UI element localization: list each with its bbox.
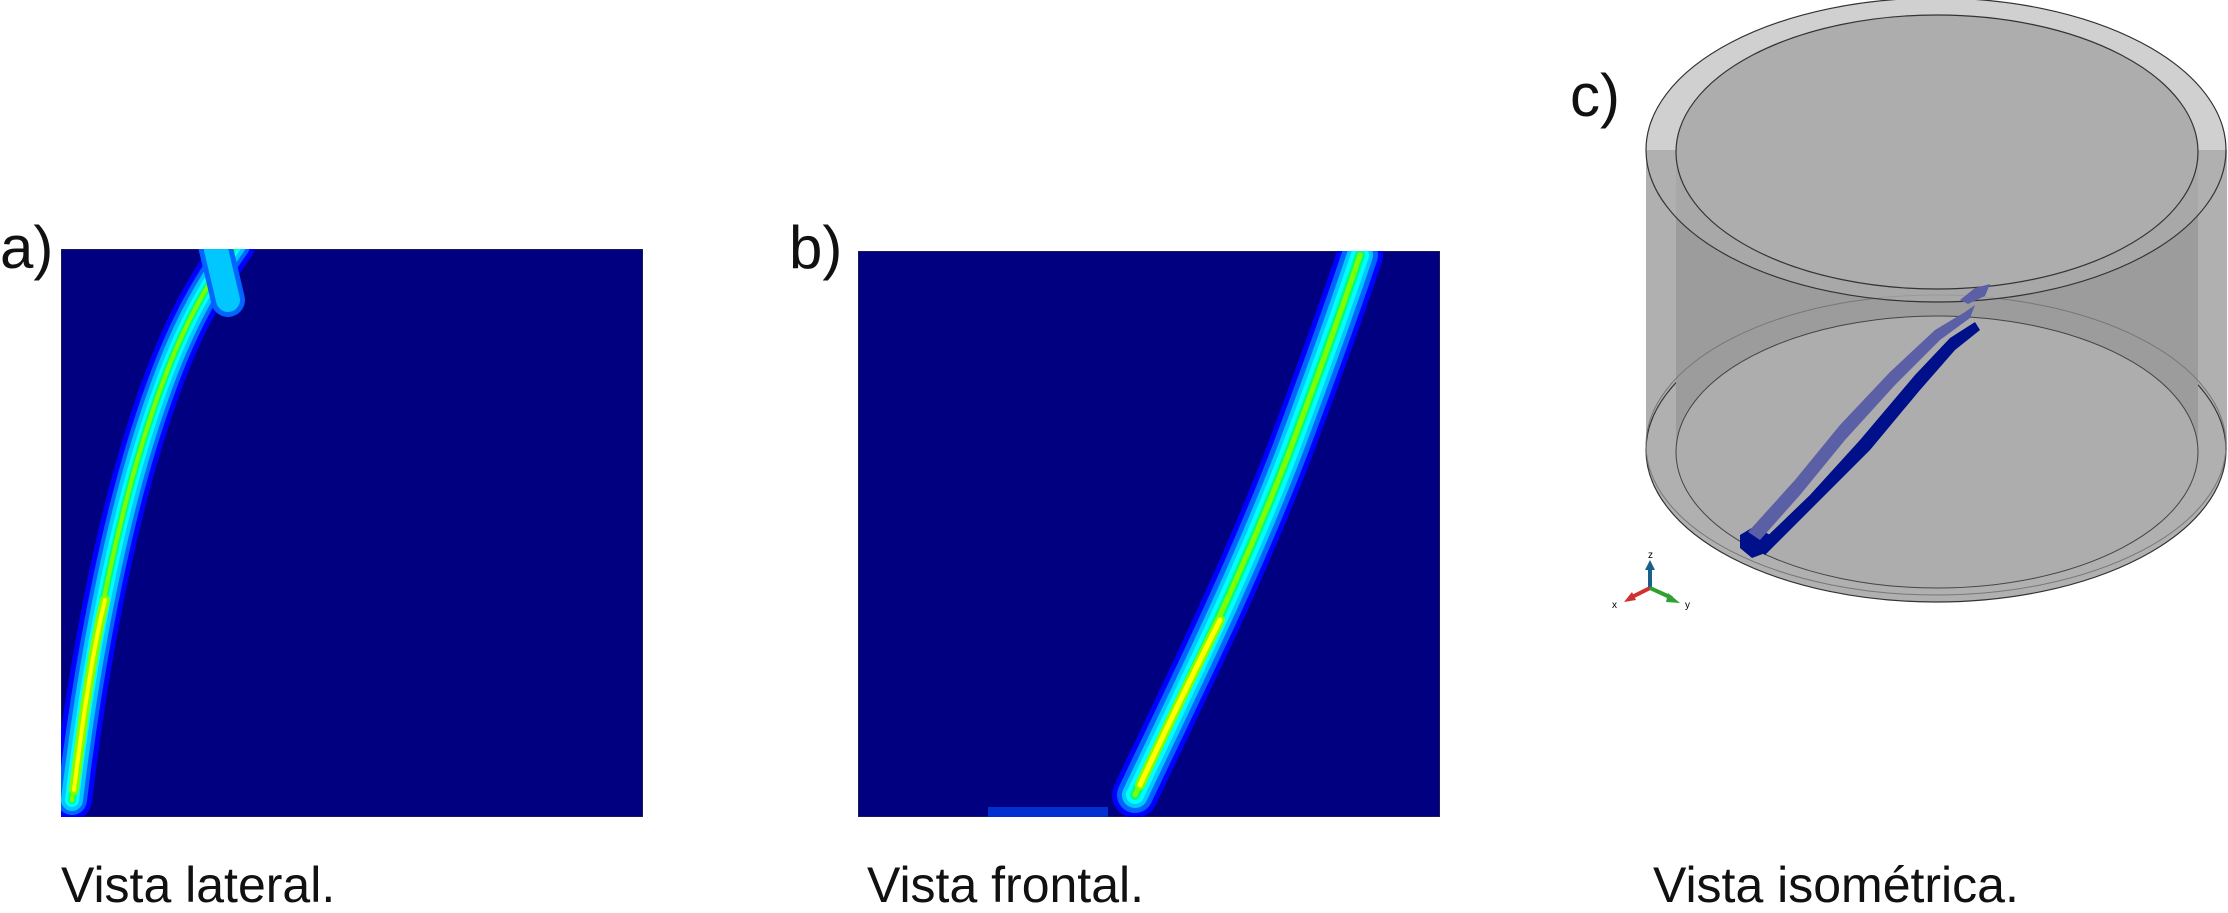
triad-z-label: z xyxy=(1648,550,1653,561)
panel-c-caption: Vista isométrica. xyxy=(1653,857,2019,913)
panel-a-contour-plot xyxy=(61,249,643,817)
bottom-support-strip xyxy=(988,807,1108,817)
crack-surface xyxy=(1740,284,1990,558)
panel-a-label: a) xyxy=(0,214,54,281)
cylinder-top-inner xyxy=(1675,14,2199,290)
panel-b-contour-plot xyxy=(858,251,1440,817)
triad-y-label: y xyxy=(1685,600,1690,611)
panel-b-label: b) xyxy=(789,214,843,281)
triad-x-label: x xyxy=(1612,600,1617,611)
panel-a-caption: Vista lateral. xyxy=(61,857,336,913)
panel-b-caption: Vista frontal. xyxy=(867,857,1145,913)
cylinder-bottom-inner xyxy=(1675,315,2199,589)
crack-band-a-top-level-2 xyxy=(203,249,240,312)
crack-band-b-core-level-6 xyxy=(1137,617,1223,788)
panel-c-isometric-cylinder: z x y xyxy=(1612,0,2227,611)
axis-triad: z x y xyxy=(1612,550,1690,611)
panel-c-label: c) xyxy=(1570,62,1620,129)
crack-band-a-core-level-6 xyxy=(72,598,107,792)
